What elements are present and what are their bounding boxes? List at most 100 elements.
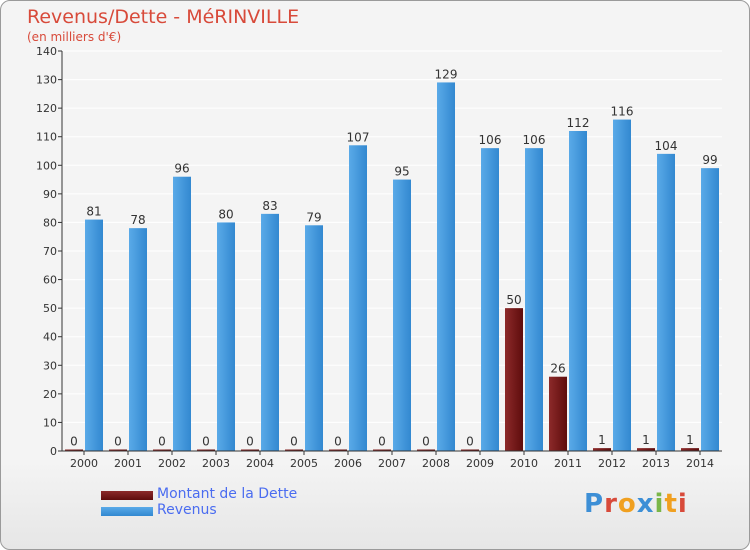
- bar-dette: [285, 449, 303, 451]
- data-label-revenus: 80: [218, 207, 233, 221]
- bar-revenus: [569, 131, 587, 451]
- y-tick-label: 90: [43, 188, 57, 201]
- x-tick-label: 2013: [642, 457, 670, 470]
- logo-letter: t: [664, 489, 678, 519]
- x-tick-label: 2000: [70, 457, 98, 470]
- y-tick-label: 80: [43, 216, 57, 229]
- y-tick-label: 0: [50, 445, 57, 458]
- bar-dette: [373, 449, 391, 451]
- data-label-revenus: 107: [347, 130, 370, 144]
- bar-revenus: [657, 153, 675, 451]
- logo-letter: i: [654, 489, 665, 519]
- data-label-revenus: 116: [611, 105, 634, 119]
- x-tick-label: 2011: [554, 457, 582, 470]
- bar-revenus: [701, 168, 719, 451]
- proxiti-logo: Proxiti: [584, 489, 688, 519]
- bar-revenus: [85, 219, 103, 451]
- data-label-revenus: 104: [655, 139, 678, 153]
- bar-dette: [241, 449, 259, 451]
- data-label-revenus: 78: [130, 213, 145, 227]
- x-tick-label: 2010: [510, 457, 538, 470]
- bars: [65, 82, 719, 452]
- logo-letter: x: [636, 489, 655, 519]
- y-tick-label: 20: [43, 388, 57, 401]
- y-tick-label: 100: [36, 159, 57, 172]
- data-label-dette: 0: [114, 435, 122, 449]
- data-label-dette: 0: [290, 435, 298, 449]
- data-label-revenus: 106: [479, 133, 502, 147]
- data-label-dette: 1: [642, 433, 650, 447]
- bar-revenus: [305, 225, 323, 451]
- x-tick-label: 2004: [246, 457, 274, 470]
- data-label-dette: 50: [506, 293, 521, 307]
- y-tick-label: 40: [43, 331, 57, 344]
- data-label-revenus: 79: [306, 210, 321, 224]
- x-tick-label: 2006: [334, 457, 362, 470]
- y-tick-label: 50: [43, 302, 57, 315]
- x-tick-label: 2005: [290, 457, 318, 470]
- x-tick-label: 2001: [114, 457, 142, 470]
- bar-revenus: [217, 222, 235, 451]
- data-label-dette: 26: [550, 362, 565, 376]
- data-label-revenus: 99: [702, 153, 717, 167]
- bar-dette: [461, 449, 479, 451]
- bar-dette: [197, 449, 215, 451]
- y-tick-label: 140: [36, 45, 57, 58]
- bar-revenus: [261, 213, 279, 451]
- x-tick-label: 2003: [202, 457, 230, 470]
- data-label-dette: 0: [158, 435, 166, 449]
- bar-dette: [153, 449, 171, 451]
- grid-lines: [62, 50, 722, 423]
- y-tick-label: 30: [43, 359, 57, 372]
- labels: 0102030405060708090100110120130140081200…: [36, 45, 718, 470]
- legend-label-dette: Montant de la Dette: [157, 486, 298, 502]
- bar-revenus: [437, 82, 455, 451]
- y-tick-label: 60: [43, 274, 57, 287]
- bar-revenus: [129, 228, 147, 451]
- logo-letter: P: [584, 489, 605, 519]
- legend-swatch-revenus: [101, 507, 153, 516]
- data-label-revenus: 83: [262, 199, 277, 213]
- bar-dette: [681, 448, 699, 451]
- data-label-dette: 0: [202, 435, 210, 449]
- data-label-revenus: 106: [523, 133, 546, 147]
- bar-revenus: [525, 148, 543, 451]
- x-tick-label: 2012: [598, 457, 626, 470]
- data-label-dette: 0: [70, 435, 78, 449]
- bar-dette: [329, 449, 347, 451]
- data-label-dette: 0: [334, 435, 342, 449]
- x-tick-label: 2014: [686, 457, 714, 470]
- bar-revenus: [393, 179, 411, 452]
- bar-revenus: [173, 176, 191, 451]
- logo-letter: r: [604, 489, 618, 519]
- bar-dette: [505, 308, 523, 451]
- data-label-dette: 0: [422, 435, 430, 449]
- x-tick-label: 2007: [378, 457, 406, 470]
- axes: [58, 50, 722, 455]
- data-label-dette: 1: [598, 433, 606, 447]
- bar-revenus: [613, 119, 631, 452]
- data-label-dette: 0: [466, 435, 474, 449]
- logo-letter: o: [617, 489, 637, 519]
- data-label-dette: 0: [378, 435, 386, 449]
- chart-subtitle: (en milliers d'€): [27, 30, 122, 44]
- data-label-dette: 1: [686, 433, 694, 447]
- y-tick-label: 10: [43, 416, 57, 429]
- bar-dette: [109, 449, 127, 451]
- x-tick-label: 2009: [466, 457, 494, 470]
- data-label-dette: 0: [246, 435, 254, 449]
- chart-title: Revenus/Dette - MéRINVILLE: [27, 6, 300, 28]
- data-label-revenus: 129: [435, 67, 458, 81]
- data-label-revenus: 81: [86, 205, 101, 219]
- data-label-revenus: 96: [174, 162, 189, 176]
- bar-dette: [549, 376, 567, 451]
- data-label-revenus: 95: [394, 165, 409, 179]
- y-tick-label: 70: [43, 245, 57, 258]
- y-tick-label: 120: [36, 102, 57, 115]
- bar-revenus: [349, 145, 367, 452]
- y-tick-label: 110: [36, 131, 57, 144]
- legend-swatch-dette: [101, 491, 153, 500]
- bar-dette: [417, 449, 435, 451]
